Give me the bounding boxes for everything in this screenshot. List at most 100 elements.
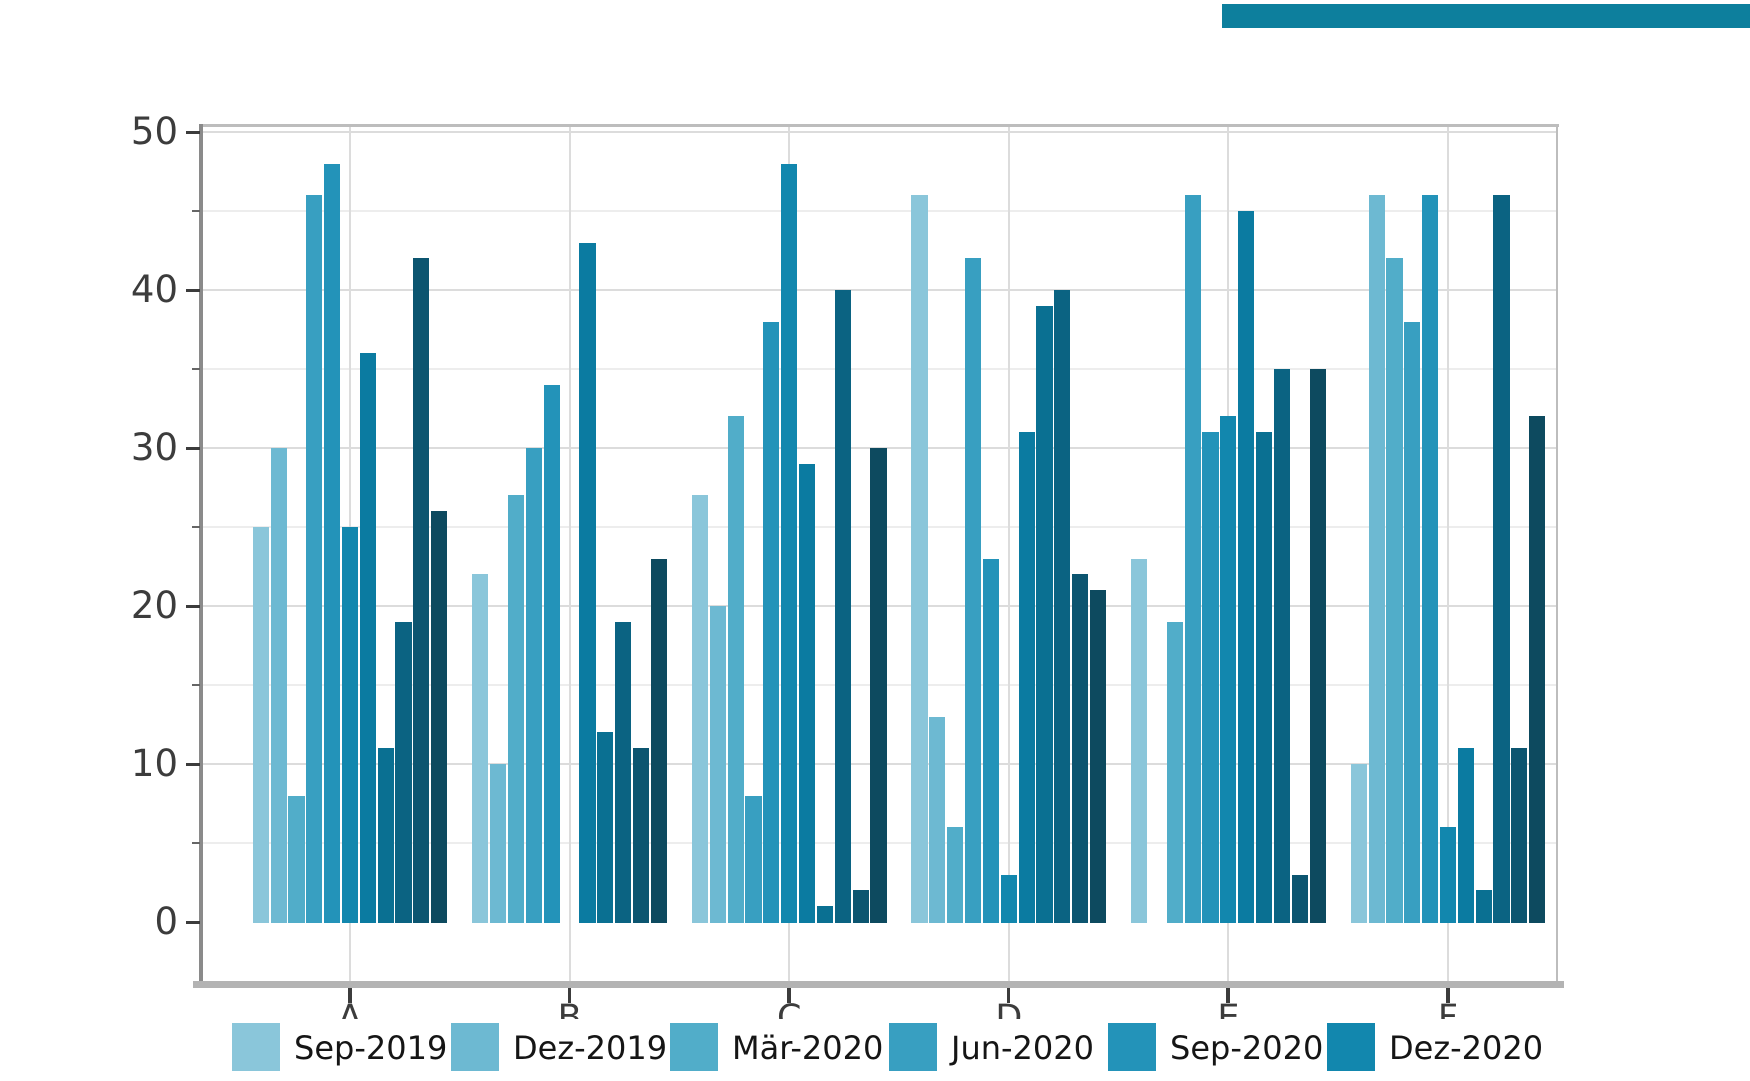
plot-frame-right <box>1556 124 1558 988</box>
bar <box>709 606 726 923</box>
bar <box>1439 827 1457 923</box>
bar <box>650 558 667 923</box>
legend-label: Jun-2020 <box>951 1029 1094 1067</box>
x-gridline <box>1007 124 1010 981</box>
bar <box>395 621 412 923</box>
legend-swatch <box>889 1023 937 1071</box>
legend-swatch <box>670 1023 718 1071</box>
y-tick-label: 40 <box>130 268 178 311</box>
bar <box>579 242 596 923</box>
y-tick-major <box>186 604 200 608</box>
y-gridline-minor <box>202 368 1557 370</box>
y-tick-minor <box>192 368 200 370</box>
bar <box>252 527 269 923</box>
chart-legend: Sep-2019 Dez-2019 Mär-2020 Jun-2020 Sep-2020… <box>200 1019 1560 1081</box>
bar <box>288 795 305 923</box>
bar <box>745 795 762 923</box>
bar <box>1184 195 1201 923</box>
bar <box>359 353 376 923</box>
plot-frame-top <box>202 124 1559 127</box>
bar <box>306 195 323 923</box>
bar <box>1054 290 1071 923</box>
x-gridline <box>568 124 571 981</box>
bar <box>816 906 833 923</box>
bar <box>1220 416 1237 923</box>
y-tick-major <box>186 762 200 766</box>
x-tick <box>567 988 572 1003</box>
bar <box>798 463 816 923</box>
bar <box>911 195 928 923</box>
x-gridline <box>1447 124 1449 981</box>
bar <box>1202 432 1219 923</box>
bar <box>781 163 798 923</box>
x-axis-spine <box>193 981 1564 988</box>
bar <box>834 290 851 923</box>
bar <box>490 764 507 923</box>
x-tick <box>348 988 352 1003</box>
y-tick-major <box>186 446 200 450</box>
legend-label: Sep-2019 <box>294 1029 448 1067</box>
bar <box>413 258 430 923</box>
y-tick-major <box>186 130 200 134</box>
legend-swatch <box>1327 1023 1375 1071</box>
legend-swatch <box>451 1023 499 1071</box>
bar <box>1000 874 1017 923</box>
bar <box>1273 369 1291 923</box>
bar <box>1036 305 1053 923</box>
bar <box>1072 574 1089 923</box>
bar <box>982 558 1000 923</box>
legend-label: Mär-2020 <box>732 1029 884 1067</box>
legend-label: Dez-2020 <box>1389 1029 1544 1067</box>
x-tick <box>1006 988 1011 1003</box>
bar <box>1493 195 1510 923</box>
legend-label: Dez-2019 <box>513 1029 668 1067</box>
bar <box>1386 258 1403 923</box>
y-tick-minor <box>192 210 200 212</box>
x-tick <box>1226 988 1230 1003</box>
bar <box>324 163 341 923</box>
y-tick-minor <box>192 526 200 528</box>
x-tick <box>787 988 791 1003</box>
legend-swatch <box>1108 1023 1156 1071</box>
bar <box>691 495 709 923</box>
bar <box>543 384 560 923</box>
bar <box>1511 748 1528 923</box>
bar <box>341 527 359 923</box>
bar <box>763 321 780 923</box>
bar <box>525 448 542 923</box>
y-tick-label: 50 <box>130 110 178 153</box>
bar <box>615 621 632 923</box>
bar <box>852 890 869 923</box>
bar <box>727 416 744 923</box>
bar <box>377 748 394 923</box>
bar <box>431 511 448 923</box>
y-tick-label: 20 <box>130 584 178 627</box>
bar <box>1131 558 1148 923</box>
y-gridline-minor <box>202 210 1557 212</box>
y-tick-minor <box>192 842 200 844</box>
top-right-decoration-bar <box>1222 4 1750 28</box>
bar <box>1089 590 1107 923</box>
y-tick-label: 30 <box>130 426 178 469</box>
bar <box>597 732 614 923</box>
bar <box>870 448 887 923</box>
bar <box>1475 890 1492 923</box>
bar <box>965 258 982 923</box>
y-tick-major <box>186 288 200 292</box>
bar <box>1404 321 1421 923</box>
bar <box>472 574 489 923</box>
y-gridline-major <box>202 289 1557 291</box>
legend-label: Sep-2020 <box>1170 1029 1324 1067</box>
bar <box>1291 874 1308 923</box>
bar <box>1166 621 1183 923</box>
legend-swatch <box>232 1023 280 1071</box>
bar <box>1422 195 1439 923</box>
bar <box>947 827 964 923</box>
bar <box>507 495 525 923</box>
y-gridline-major <box>202 131 1557 133</box>
y-tick-label: 10 <box>130 742 178 785</box>
x-tick <box>1446 988 1450 1003</box>
bar <box>1238 211 1255 923</box>
